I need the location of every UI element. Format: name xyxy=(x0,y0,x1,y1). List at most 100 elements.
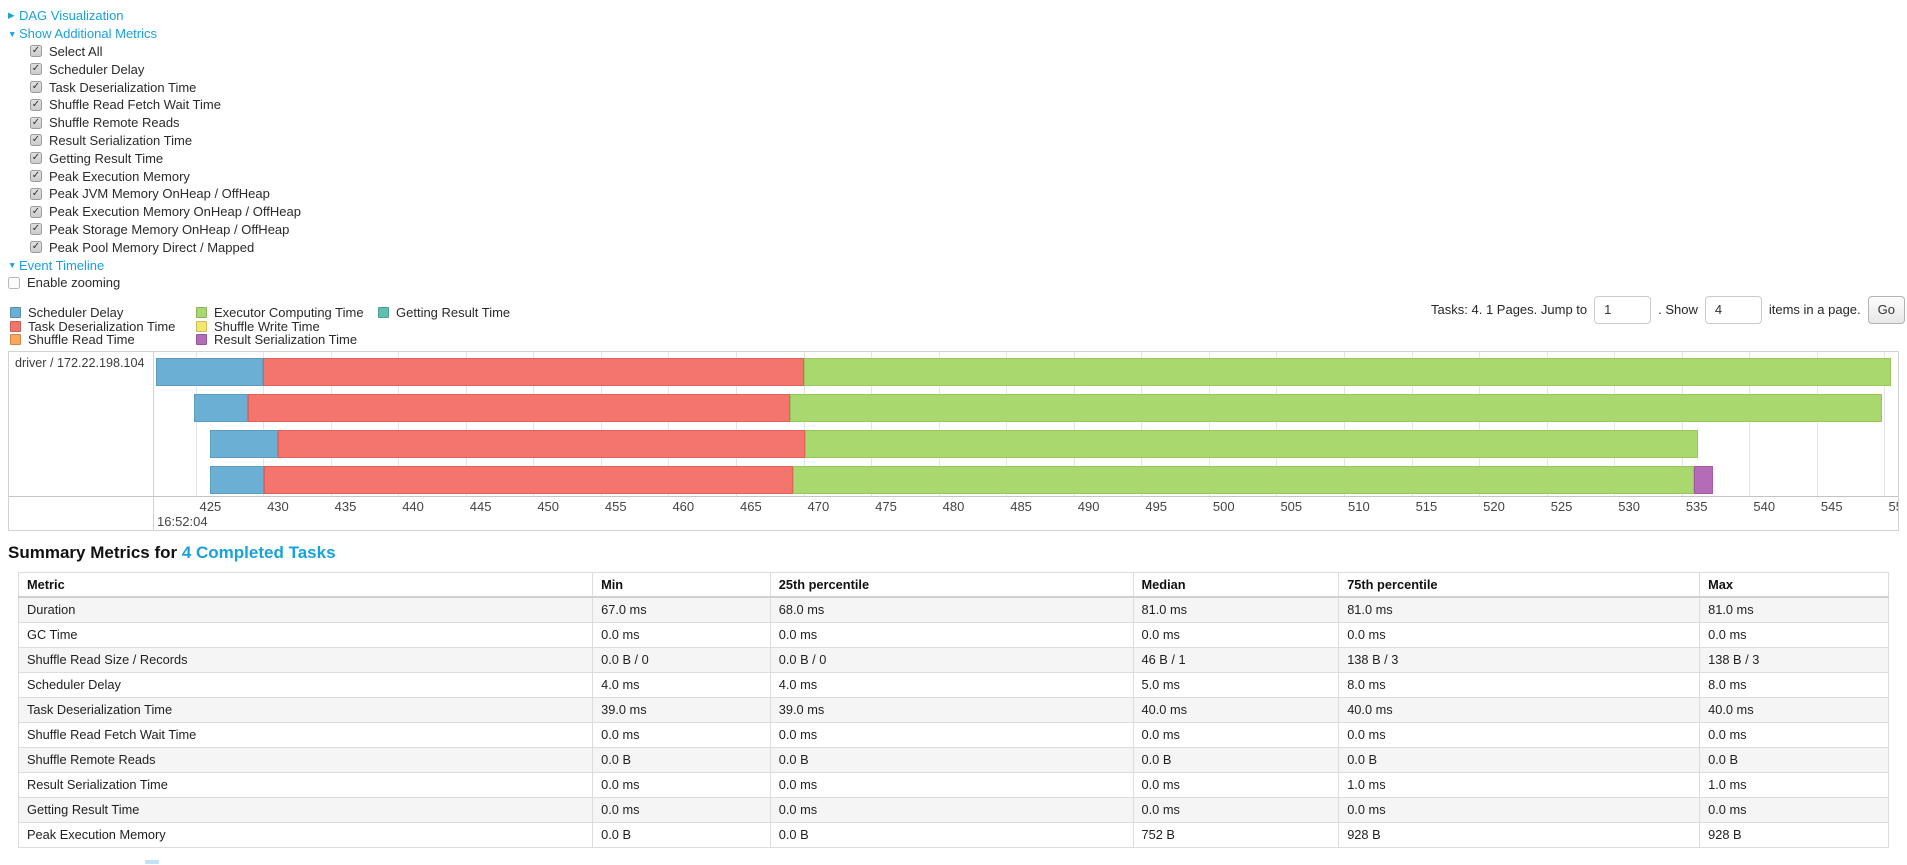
task-bar-segment-task-deserialization[interactable] xyxy=(277,429,805,458)
metric-name-cell: Duration xyxy=(17,596,594,623)
task-bar-segment-scheduler-delay[interactable] xyxy=(194,393,249,422)
table-row: Peak Execution Memory 0.0 B 0.0 B 752 B 928 … xyxy=(17,821,1889,848)
tick-label: 490 xyxy=(1077,498,1100,514)
tick-label: 435 xyxy=(334,498,357,514)
metric-value-cell: 0.0 ms xyxy=(592,796,771,823)
enable-zooming-label[interactable]: Enable zooming xyxy=(27,275,121,291)
tick-label: 450 xyxy=(537,498,560,514)
metric-checkbox[interactable]: ✓ xyxy=(30,98,42,111)
metric-value-cell: 0.0 B xyxy=(592,746,771,773)
gridline xyxy=(735,351,737,496)
metric-checkbox-label[interactable]: Select All xyxy=(49,43,103,59)
gridline xyxy=(668,351,670,496)
metric-value-cell: 0.0 ms xyxy=(1132,771,1340,798)
metric-value-cell: 81.0 ms xyxy=(1338,596,1701,623)
metric-checkbox-label[interactable]: Peak Execution Memory xyxy=(49,168,190,184)
table-row: Shuffle Read Fetch Wait Time 0.0 ms 0.0 ms… xyxy=(17,721,1889,748)
task-bar-segment-executor-computing[interactable] xyxy=(803,357,1892,386)
legend-column: Executor Computing Time Shuffle Write Tim… xyxy=(196,305,378,347)
show-additional-metrics-toggle[interactable]: ▼ Show Additional Metrics xyxy=(8,25,157,43)
tick-label: 480 xyxy=(942,498,965,514)
enable-zooming-checkbox[interactable]: ✓ xyxy=(8,276,20,289)
metric-checkbox-label[interactable]: Getting Result Time xyxy=(49,150,164,166)
legend-item-executor-computing: Executor Computing Time xyxy=(196,305,378,320)
metric-value-cell: 4.0 ms xyxy=(592,671,771,698)
metric-checkbox-label[interactable]: Peak Execution Memory OnHeap / OffHeap xyxy=(49,204,301,220)
completed-tasks-link[interactable]: 4 Completed Tasks xyxy=(181,542,336,562)
metric-checkbox[interactable]: ✓ xyxy=(30,205,42,218)
metric-checkbox[interactable]: ✓ xyxy=(30,81,42,94)
metric-checkbox-label[interactable]: Task Deserialization Time xyxy=(49,79,197,95)
metric-value-cell: 0.0 ms xyxy=(1699,721,1889,748)
tick-label: 440 xyxy=(402,498,424,514)
task-bar-segment-task-deserialization[interactable] xyxy=(248,393,791,422)
metric-value-cell: 1.0 ms xyxy=(1338,771,1701,798)
legend-item-scheduler-delay: Scheduler Delay xyxy=(10,305,196,320)
metric-checkbox-item: ✓ Shuffle Read Fetch Wait Time xyxy=(30,96,1907,114)
task-bar-segment-executor-computing[interactable] xyxy=(804,429,1699,458)
metric-checkbox[interactable]: ✓ xyxy=(30,241,42,254)
dag-visualization-toggle[interactable]: ▶ DAG Visualization xyxy=(8,7,124,25)
event-timeline-label: Event Timeline xyxy=(19,257,105,273)
metric-checkbox-label[interactable]: Shuffle Remote Reads xyxy=(49,115,180,131)
metric-checkbox-label[interactable]: Shuffle Read Fetch Wait Time xyxy=(49,97,221,113)
gridline xyxy=(1006,351,1008,496)
task-bar-segment-scheduler-delay[interactable] xyxy=(210,429,278,458)
timeline-plot-area xyxy=(155,351,1898,496)
tick-label: 495 xyxy=(1145,498,1168,514)
event-timeline-toggle[interactable]: ▼ Event Timeline xyxy=(8,256,104,274)
legend-label: Getting Result Time xyxy=(396,305,511,321)
metric-name-cell: Shuffle Remote Reads xyxy=(17,746,594,773)
metric-value-cell: 81.0 ms xyxy=(1132,596,1340,623)
go-button[interactable]: Go xyxy=(1867,295,1905,324)
legend-item-shuffle-read: Shuffle Read Time xyxy=(10,332,196,347)
caret-down-icon: ▼ xyxy=(8,260,17,271)
task-bar-segment-executor-computing[interactable] xyxy=(792,465,1694,494)
items-per-page-input[interactable] xyxy=(1704,295,1762,324)
jump-to-page-input[interactable] xyxy=(1594,295,1652,324)
tick-label: 445 xyxy=(469,498,492,514)
task-bar-segment-executor-computing[interactable] xyxy=(790,393,1882,422)
metric-checkbox-item: ✓ Peak Execution Memory OnHeap / OffHeap xyxy=(30,203,1907,221)
task-bar-segment-task-deserialization[interactable] xyxy=(264,465,793,494)
summary-metrics-table: Metric Min 25th percentile Median 75th perce… xyxy=(17,571,1889,848)
gridline xyxy=(330,351,332,496)
metric-checkbox[interactable]: ✓ xyxy=(30,134,42,147)
task-bar-segment-scheduler-delay[interactable] xyxy=(156,357,264,386)
task-bar-segment-task-deserialization[interactable] xyxy=(263,357,804,386)
gridline xyxy=(1479,351,1481,496)
metric-checkbox[interactable]: ✓ xyxy=(30,45,42,58)
table-row: Shuffle Remote Reads 0.0 B 0.0 B 0.0 B 0.0 B… xyxy=(17,746,1889,773)
metric-value-cell: 0.0 ms xyxy=(1699,796,1889,823)
metric-value-cell: 0.0 ms xyxy=(592,771,771,798)
metric-value-cell: 39.0 ms xyxy=(769,696,1134,723)
task-bar-segment-scheduler-delay[interactable] xyxy=(210,465,265,494)
gridline xyxy=(1884,351,1886,496)
gridline xyxy=(1749,351,1751,496)
task-bar-segment-result-serialization[interactable] xyxy=(1693,465,1713,494)
metric-checkbox-label[interactable]: Peak Pool Memory Direct / Mapped xyxy=(49,239,255,255)
metric-checkbox[interactable]: ✓ xyxy=(30,170,42,183)
metric-checkbox[interactable]: ✓ xyxy=(30,187,42,200)
metric-checkbox-label[interactable]: Peak Storage Memory OnHeap / OffHeap xyxy=(49,221,290,237)
getting-result-swatch-icon xyxy=(378,307,389,319)
metric-value-cell: 40.0 ms xyxy=(1338,696,1701,723)
metric-checkbox-label[interactable]: Scheduler Delay xyxy=(49,61,145,77)
metric-checkbox[interactable]: ✓ xyxy=(30,63,42,76)
gridline xyxy=(1681,351,1683,496)
metric-checkbox[interactable]: ✓ xyxy=(30,223,42,236)
legend-item-getting-result: Getting Result Time xyxy=(378,305,511,321)
metric-checkbox-label[interactable]: Peak JVM Memory OnHeap / OffHeap xyxy=(49,186,270,202)
metric-value-cell: 138 B / 3 xyxy=(1338,646,1701,673)
gridline xyxy=(1073,351,1075,496)
metric-value-cell: 0.0 ms xyxy=(1338,796,1701,823)
metric-value-cell: 138 B / 3 xyxy=(1699,646,1889,673)
time-axis-major-label: 16:52:04 xyxy=(157,513,208,529)
metric-name-cell: Peak Execution Memory xyxy=(17,821,594,848)
metric-checkbox[interactable]: ✓ xyxy=(30,152,42,165)
pagination-prefix-label: Tasks: 4. 1 Pages. Jump to xyxy=(1431,302,1588,318)
metric-name-cell: GC Time xyxy=(17,621,594,648)
metric-checkbox[interactable]: ✓ xyxy=(30,116,42,129)
metric-checkbox-label[interactable]: Result Serialization Time xyxy=(49,132,193,148)
gridline xyxy=(1344,351,1346,496)
